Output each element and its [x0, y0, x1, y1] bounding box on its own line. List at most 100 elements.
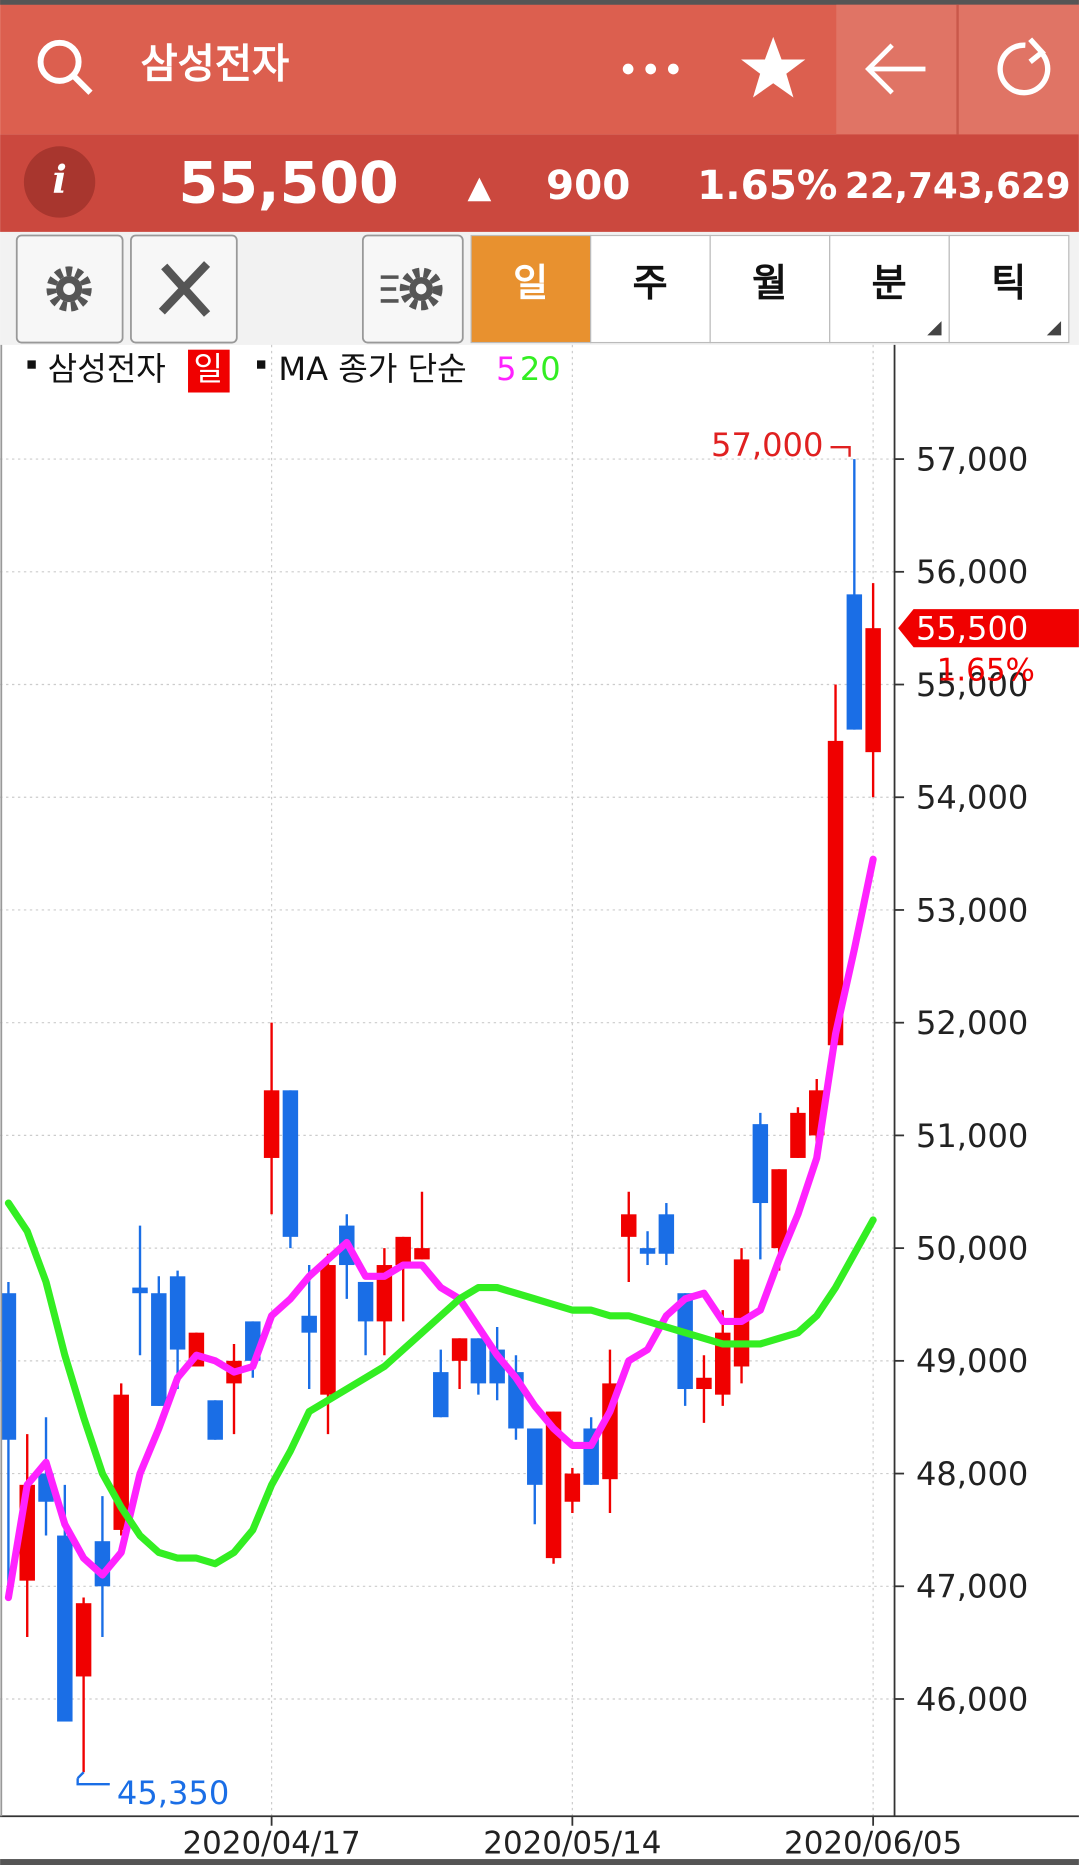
- stock-title[interactable]: 삼성전자: [140, 40, 289, 88]
- legend-entry: 5: [496, 350, 516, 388]
- indicator-settings-button[interactable]: [361, 234, 464, 344]
- y-tick-label: 50,000: [916, 1230, 1028, 1268]
- settings-button[interactable]: [15, 234, 124, 344]
- candle-body: [621, 1214, 637, 1237]
- ma-line: [4, 1199, 877, 1568]
- candle-body: [639, 1248, 656, 1254]
- candle-body: [696, 1377, 712, 1390]
- chart-area: [0, 344, 1079, 1817]
- change-rate: 1.65%: [697, 161, 837, 209]
- favorite-button[interactable]: [741, 36, 806, 98]
- y-tick-label: 53,000: [916, 891, 1028, 929]
- candle-body: [752, 1124, 769, 1204]
- tab-label[interactable]: 분: [872, 261, 907, 305]
- x-tick-label: 2020/04/17: [183, 1825, 361, 1861]
- tab-label[interactable]: 월: [752, 261, 787, 305]
- annotation-arrow: [76, 1771, 110, 1786]
- legend-square: [27, 360, 36, 369]
- last-price-label: 55,500: [916, 610, 1028, 648]
- status-edge: [0, 0, 1079, 5]
- refresh-button[interactable]: [997, 37, 1051, 96]
- candle-body: [414, 1248, 430, 1260]
- candle-body: [0, 1293, 17, 1440]
- candle-body: [301, 1315, 317, 1333]
- x-tick-label: 2020/05/14: [483, 1825, 661, 1861]
- candle-body: [545, 1411, 562, 1559]
- y-tick-label: 57,000: [916, 440, 1028, 478]
- y-tick-label: 54,000: [916, 779, 1028, 817]
- search-icon[interactable]: [37, 39, 93, 95]
- candle-body: [57, 1535, 73, 1722]
- candle-body: [169, 1276, 186, 1350]
- candle-body: [658, 1214, 675, 1254]
- y-tick-label: 46,000: [916, 1680, 1028, 1718]
- candle-body: [132, 1287, 148, 1294]
- legend-period: 일: [193, 350, 223, 388]
- price: 55,500: [179, 150, 399, 216]
- tab[interactable]: [470, 234, 592, 344]
- candle-body: [75, 1603, 92, 1677]
- candle-body: [733, 1259, 750, 1367]
- tab-label[interactable]: 주: [633, 261, 668, 305]
- y-tick-label: 48,000: [916, 1455, 1028, 1493]
- candle-body: [395, 1236, 411, 1266]
- quote-bar: [0, 134, 1079, 232]
- tab-label[interactable]: 틱: [991, 261, 1026, 305]
- tab[interactable]: [829, 234, 950, 344]
- legend-entry: 20: [520, 350, 561, 388]
- candle-body: [151, 1293, 167, 1406]
- candle-body: [207, 1400, 223, 1440]
- candle-body: [357, 1281, 374, 1322]
- last-price-tag: [898, 609, 1079, 648]
- tab-corner: [927, 321, 942, 336]
- annotation-label: 45,350: [117, 1774, 229, 1812]
- more-button[interactable]: [622, 63, 679, 75]
- y-tick-label: 55,000: [916, 666, 1028, 704]
- chart: 46,000 47,000 48,000 49,000 50,000 51,000 52,0…: [0, 344, 1079, 1861]
- back-button[interactable]: [865, 43, 926, 95]
- candle-body: [470, 1338, 487, 1384]
- info-button[interactable]: [23, 146, 96, 218]
- legend-period-badge: [188, 349, 230, 393]
- legend-square: [257, 360, 266, 369]
- candle-body: [865, 628, 881, 753]
- tab[interactable]: [590, 234, 711, 344]
- direction: ▲: [468, 170, 492, 206]
- tab-corner: [1046, 321, 1062, 336]
- candle-body: [263, 1090, 280, 1158]
- candle-body: [282, 1090, 299, 1237]
- change: 900: [546, 161, 630, 209]
- legend-ma-label: MA 종가 단순: [278, 350, 466, 388]
- y-tick-label: 52,000: [916, 1004, 1028, 1042]
- candle-body: [320, 1265, 336, 1395]
- candle-body: [564, 1473, 581, 1502]
- candle-body: [527, 1428, 543, 1485]
- y-tick-label: 56,000: [916, 553, 1028, 591]
- tab-label[interactable]: 일: [513, 261, 548, 305]
- y-tick-label: 47,000: [916, 1568, 1028, 1606]
- volume: 22,743,629: [845, 166, 1071, 207]
- legend-symbol: 삼성전자: [48, 350, 166, 388]
- annotation-label: 57,000: [711, 426, 823, 464]
- tab[interactable]: [948, 234, 1070, 344]
- tab[interactable]: [709, 234, 831, 344]
- ma-line: [4, 855, 877, 1602]
- y-tick-label: 49,000: [916, 1342, 1028, 1380]
- candle-body: [677, 1293, 693, 1390]
- tools-button[interactable]: [130, 234, 238, 344]
- candle-body: [451, 1338, 468, 1361]
- last-change-label: 1.65%: [937, 653, 1035, 689]
- x-tick-label: 2020/06/05: [784, 1825, 962, 1861]
- annotation-arrow: [830, 446, 851, 457]
- candle-body: [790, 1112, 806, 1158]
- bottom-edge: [0, 1859, 1079, 1865]
- info-icon[interactable]: i: [52, 157, 66, 202]
- candle-body: [433, 1372, 449, 1418]
- candle-body: [715, 1332, 731, 1395]
- candle-body: [827, 740, 844, 1046]
- y-tick-label: 51,000: [916, 1117, 1028, 1155]
- candle-body: [846, 594, 863, 730]
- candle-body: [771, 1169, 787, 1249]
